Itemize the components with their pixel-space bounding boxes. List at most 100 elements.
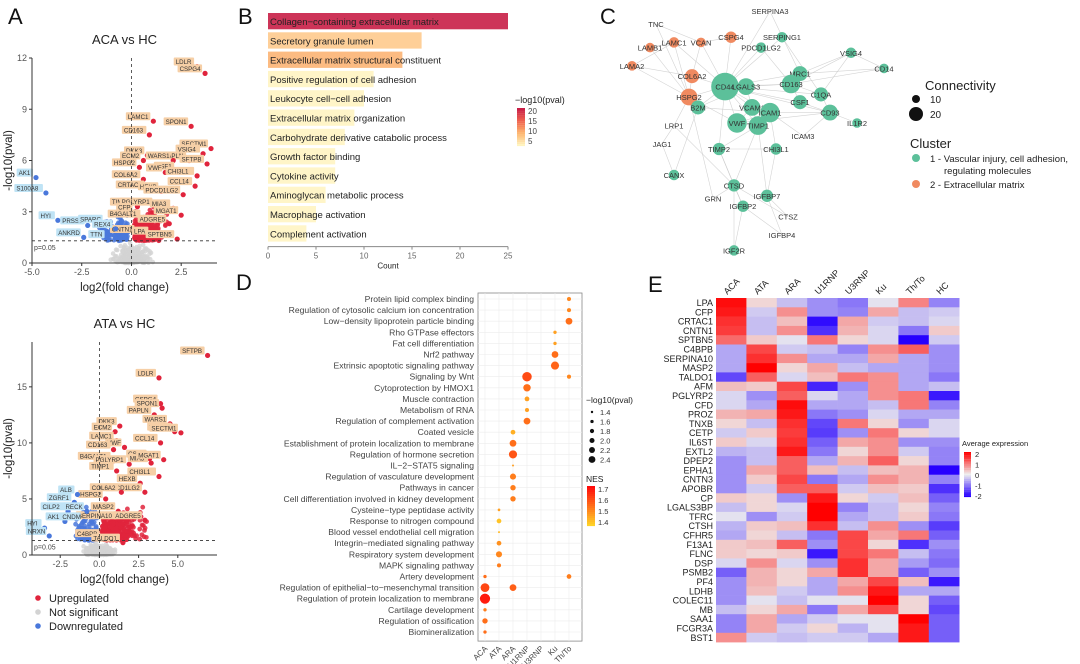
size-legend-title: −log10(pval) [586,395,633,405]
heatmap-cell [868,484,899,494]
color-legend-step [587,492,595,495]
point-downregulated [104,229,110,235]
color-legend-step [587,508,595,511]
row-label: DPEP2 [683,456,713,466]
heatmap-cell [807,530,838,541]
bar [268,225,307,242]
heatmap-cell [837,474,869,485]
point-upregulated [122,528,128,533]
dot [497,508,501,512]
legend-tick: 5 [528,137,533,146]
heatmap-cell [928,335,960,345]
heatmap-cell [898,623,930,634]
row-label: CRTAC1 [678,317,713,327]
network-edge [781,37,822,95]
heatmap-cell [898,456,930,466]
heatmap-cell [837,604,869,615]
heatmap-cell [716,428,747,438]
node-label: MRC1 [789,70,810,79]
y-tick-label: Regulation of cytosolic calcium ion conc… [289,305,475,315]
point-up [114,468,120,474]
point-up [136,164,143,170]
bar-label: Secretory granule lumen [270,36,374,47]
heatmap-cell [807,344,838,355]
point-upregulated [139,532,145,538]
gene-label-bg [111,170,141,179]
node-label: TNC [648,20,664,29]
legend-gradient-step [964,455,971,458]
gene-label: WARS1 [148,153,170,160]
color-legend-step [587,500,595,503]
heatmap-cell [928,465,960,475]
gene-label-bg [111,158,137,167]
point-up [161,457,167,463]
node-label: CANX [664,171,685,180]
heatmap-cell [868,344,899,355]
network-node [822,104,838,121]
heatmap-cell [928,353,960,364]
y-tick-label: Regulation of epithelial−to−mesenchymal … [280,583,475,593]
gene-label: AK1 [19,170,31,177]
row-label: PF4 [696,577,713,587]
point-not-significant [145,247,151,253]
point-not-significant [101,551,106,557]
heatmap-cell [716,604,747,615]
row-label: CETP [689,428,713,438]
heatmap-cell [746,474,778,485]
legend-gradient-step [964,468,971,471]
point-not-significant [113,254,118,259]
heatmap-cell [776,502,808,513]
gene-label-bg [89,461,114,470]
gene-label-bg [134,399,160,408]
gene-label: HYI [41,213,52,220]
gene-label: PDCD1LG2 [145,187,178,194]
network-node [776,31,788,43]
network-node [879,63,889,74]
heatmap-cell [868,567,899,578]
heatmap-cell [776,567,808,578]
legend-gradient-step [964,477,971,480]
gene-label: B4GALT1 [110,211,137,218]
heatmap-cell [776,344,808,355]
heatmap-cell [868,632,899,643]
heatmap-cell [716,335,747,345]
point-not-significant [118,243,123,249]
network-edge [766,148,777,196]
heatmap-cell [716,418,747,429]
legend-gradient-step [964,495,971,498]
legend-gradient-step [517,128,525,131]
heatmap-cell [868,353,899,364]
color-legend-step [587,518,595,521]
heatmap-cell [898,502,930,513]
legend-gradient-step [517,111,525,114]
gene-label: HSPG2 [114,160,136,167]
x-tick-label: 2.5 [132,559,145,569]
legend-gradient-step [964,491,971,494]
color-legend-tick: 1.4 [598,518,608,527]
heatmap-cell [807,502,838,513]
legend-gradient-step [517,119,525,122]
gene-label-bg [89,431,114,440]
heatmap-cell [868,493,899,503]
node-label: CD163 [779,80,802,89]
heatmap-cell [898,381,930,392]
heatmap-cell [807,521,838,531]
heatmap-cell [807,456,838,466]
heatmap-cell [837,623,869,634]
gene-label-bg [133,433,158,442]
heatmap-cell [928,344,960,355]
heatmap-cell [716,521,747,531]
point-up [204,161,210,167]
heatmap-cell [746,549,778,559]
point-upregulated [111,521,116,527]
heatmap-cell [928,409,960,420]
bar [268,128,345,146]
network-node [813,87,829,102]
gene-label: LDLR [176,59,192,66]
heatmap-cell [716,353,747,364]
node-label: CHI3L1 [763,145,788,154]
gene-label: ADGRE5 [115,513,141,520]
dot [483,630,487,634]
heatmap-cell [746,539,778,550]
gene-label: MASP2 [93,504,115,511]
